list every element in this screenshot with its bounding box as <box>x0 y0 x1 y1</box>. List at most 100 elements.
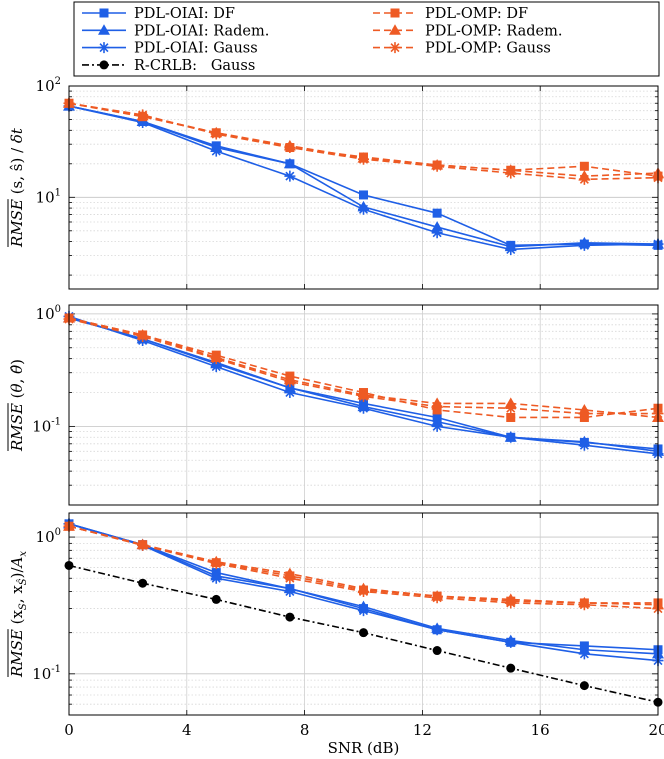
gridlines <box>68 85 659 289</box>
data-point <box>505 431 517 443</box>
series-line <box>68 102 659 181</box>
data-point <box>358 203 369 215</box>
legend-marker <box>389 24 401 35</box>
data-point <box>138 578 148 588</box>
y-tick-label: 10-1 <box>32 416 61 435</box>
x-axis: 0 4 8 12 16 20 SNR (dB) <box>64 721 664 757</box>
legend-marker <box>98 42 110 54</box>
data-point <box>431 592 443 604</box>
data-point <box>210 353 222 365</box>
data-point <box>284 387 296 399</box>
panel-timing: 101 102 RMSE (s, ŝ) / δt <box>7 76 664 290</box>
data-point <box>431 420 443 432</box>
series-line <box>68 318 658 415</box>
data-point <box>359 190 368 200</box>
data-point <box>432 646 442 656</box>
series-line <box>68 315 659 455</box>
data-point <box>359 628 368 638</box>
data-point <box>578 439 590 451</box>
series <box>64 313 663 454</box>
x-tick-label: 20 <box>648 721 664 739</box>
x-tick-label: 16 <box>531 721 550 739</box>
panel-angle: 10-1 100 RMSE (θ, θ̂) <box>7 304 664 506</box>
data-point <box>431 624 443 636</box>
data-point <box>505 243 517 255</box>
data-point <box>284 376 296 388</box>
data-point <box>431 227 443 239</box>
legend-entry: PDL-OIAI: Gauss <box>82 41 258 57</box>
legend-entry: PDL-OIAI: Radem. <box>82 23 269 39</box>
legend-box <box>73 1 660 77</box>
data-point <box>505 636 517 648</box>
data-point <box>210 558 222 570</box>
data-point <box>210 572 222 584</box>
data-point <box>284 586 296 597</box>
legend-marker <box>99 60 109 70</box>
data-point <box>137 330 149 342</box>
series <box>63 311 664 456</box>
data-point <box>358 153 369 165</box>
data-point <box>285 612 295 622</box>
legend-entry: PDL-OMP: DF <box>373 6 528 22</box>
axes-box <box>68 85 659 290</box>
legend-label: PDL-OMP: Radem. <box>425 23 563 39</box>
series-line <box>68 105 659 248</box>
data-point <box>284 142 296 154</box>
data-point <box>358 586 369 597</box>
legend-entry: PDL-OIAI: DF <box>82 6 235 22</box>
data-point <box>506 663 516 673</box>
data-point <box>431 401 443 413</box>
y-tick-label: 101 <box>36 187 61 206</box>
y-tick-label: 100 <box>36 304 61 323</box>
data-point <box>578 173 590 185</box>
data-point <box>506 412 516 422</box>
legend-marker <box>390 8 400 18</box>
legend-entry: PDL-OMP: Gauss <box>373 41 551 57</box>
legend-marker <box>99 8 109 18</box>
panel-reconstruction: 10-1 100 RMSE (xS, xŜ)/Ax <box>7 512 664 716</box>
legend-marker <box>389 42 401 54</box>
x-tick-label: 12 <box>413 721 432 739</box>
legend-label: PDL-OIAI: Gauss <box>134 41 258 57</box>
series-line <box>68 317 659 419</box>
legend-label: PDL-OIAI: DF <box>134 6 235 22</box>
x-tick-label: 0 <box>64 721 74 739</box>
data-point <box>432 208 442 218</box>
data-point <box>579 681 589 691</box>
data-point <box>137 539 149 551</box>
y-tick-label: 10-1 <box>32 664 61 683</box>
legend-label: R-CRLB: Gauss <box>134 58 255 74</box>
x-axis-label: SNR (dB) <box>328 739 400 757</box>
axes-box <box>68 304 659 506</box>
legend-marker <box>98 24 110 35</box>
data-point <box>578 599 590 611</box>
series-line <box>68 317 659 450</box>
data-point <box>211 594 221 604</box>
data-point <box>431 160 443 172</box>
y-axis-label: RMSE (θ, θ̂) <box>8 359 26 452</box>
data-point <box>505 597 517 609</box>
series <box>63 97 664 181</box>
data-point <box>284 572 296 584</box>
data-point <box>578 239 590 251</box>
data-point <box>210 361 222 373</box>
data-point <box>578 648 590 660</box>
data-point <box>505 402 517 414</box>
series-line <box>68 102 659 177</box>
data-point <box>284 170 296 182</box>
data-point <box>358 605 369 617</box>
data-point <box>137 109 149 121</box>
y-tick-label: 102 <box>36 76 61 95</box>
axes-box <box>68 512 659 716</box>
data-point <box>210 145 222 157</box>
legend-label: PDL-OIAI: Radem. <box>134 23 269 39</box>
data-point <box>579 161 589 171</box>
y-axis-label: RMSE (s, ŝ) / δt <box>8 127 26 248</box>
y-axis-label: RMSE (xS, xŜ)/Ax <box>8 551 29 678</box>
legend-label: PDL-OMP: DF <box>425 6 528 22</box>
data-point <box>505 167 517 179</box>
series-line <box>68 102 659 177</box>
data-point <box>578 408 590 420</box>
